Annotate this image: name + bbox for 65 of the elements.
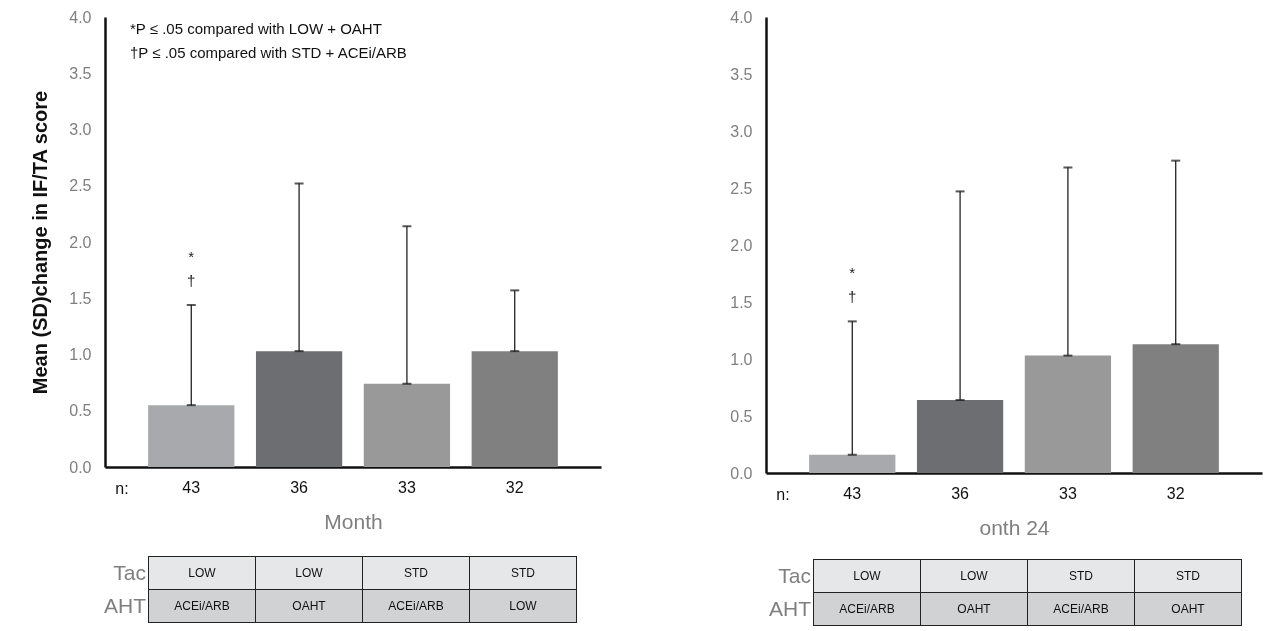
bar: [809, 454, 896, 473]
y-tick-label: 2.5: [69, 177, 92, 195]
text: STD: [1027, 559, 1135, 593]
text: LOW: [920, 559, 1028, 593]
text: STD: [469, 556, 577, 590]
text: STD: [1134, 559, 1242, 593]
y-tick-label: 2.0: [730, 236, 753, 254]
text: Tac: [777, 563, 812, 589]
y-tick-label: 4.0: [730, 8, 753, 26]
text: ACEi/ARB: [1027, 592, 1135, 626]
y-tick-label: 4.0: [69, 8, 92, 26]
y-tick-label: 3.0: [730, 122, 753, 140]
y-tick-label: 1.5: [69, 289, 92, 307]
x-tick-label: 36: [290, 478, 309, 496]
y-tick-label: 3.0: [69, 121, 92, 138]
x-axis-title: Month: [324, 509, 383, 533]
text: AHT: [103, 593, 147, 619]
text: LOW: [813, 559, 921, 593]
y-tick-label: 1.0: [730, 350, 753, 368]
text: ACEi/ARB: [362, 589, 470, 623]
text: OAHT: [1134, 592, 1242, 626]
x-tick-label: 36: [951, 484, 970, 502]
text: LOW: [469, 589, 577, 623]
bar: [148, 405, 235, 467]
bar: [255, 351, 343, 467]
annotation: †: [187, 272, 196, 289]
text: ACEi/ARB: [813, 592, 921, 626]
annotation: †P ≤ .05 compared with STD + ACEi/ARB: [130, 44, 407, 61]
y-tick-label: 2.0: [69, 233, 92, 251]
text: n:: [776, 486, 790, 503]
x-tick-label: 32: [1166, 484, 1185, 502]
text: LOW: [255, 556, 363, 590]
annotation: †: [848, 288, 857, 306]
text: LOW: [148, 556, 256, 590]
text: OAHT: [920, 592, 1028, 626]
bar: [916, 400, 1004, 473]
y-tick-label: 0.5: [69, 402, 92, 420]
bar: [471, 351, 558, 467]
bar: [1024, 355, 1112, 473]
annotation: *P ≤ .05 compared with LOW + OAHT: [130, 20, 382, 37]
y-tick-label: 3.5: [730, 65, 753, 83]
x-tick-label: 33: [1059, 484, 1077, 502]
text: STD: [362, 556, 470, 590]
bar: [1132, 344, 1219, 473]
bar: [363, 383, 451, 467]
x-tick-label: 32: [505, 478, 524, 496]
y-tick-label: 0.5: [730, 407, 753, 425]
text: AHT: [768, 596, 812, 622]
x-tick-label: 43: [182, 478, 201, 496]
x-axis-title: onth 24: [979, 515, 1050, 539]
annotation: *: [188, 248, 195, 265]
y-tick-label: 2.5: [730, 179, 753, 197]
y-tick-label: 1.0: [69, 346, 92, 363]
y-tick-label: 1.5: [730, 293, 753, 311]
text: OAHT: [255, 589, 363, 623]
text: Tac: [112, 560, 147, 586]
text: n:: [115, 480, 129, 497]
x-tick-label: 33: [398, 478, 416, 496]
text: ACEi/ARB: [148, 589, 256, 623]
y-tick-label: 0.0: [69, 458, 92, 476]
y-axis-title: Mean (SD)change in IF/TA score: [29, 90, 52, 395]
y-tick-label: 0.0: [730, 464, 753, 482]
annotation: *: [849, 264, 856, 282]
y-tick-label: 3.5: [69, 64, 92, 82]
x-tick-label: 43: [843, 484, 862, 502]
